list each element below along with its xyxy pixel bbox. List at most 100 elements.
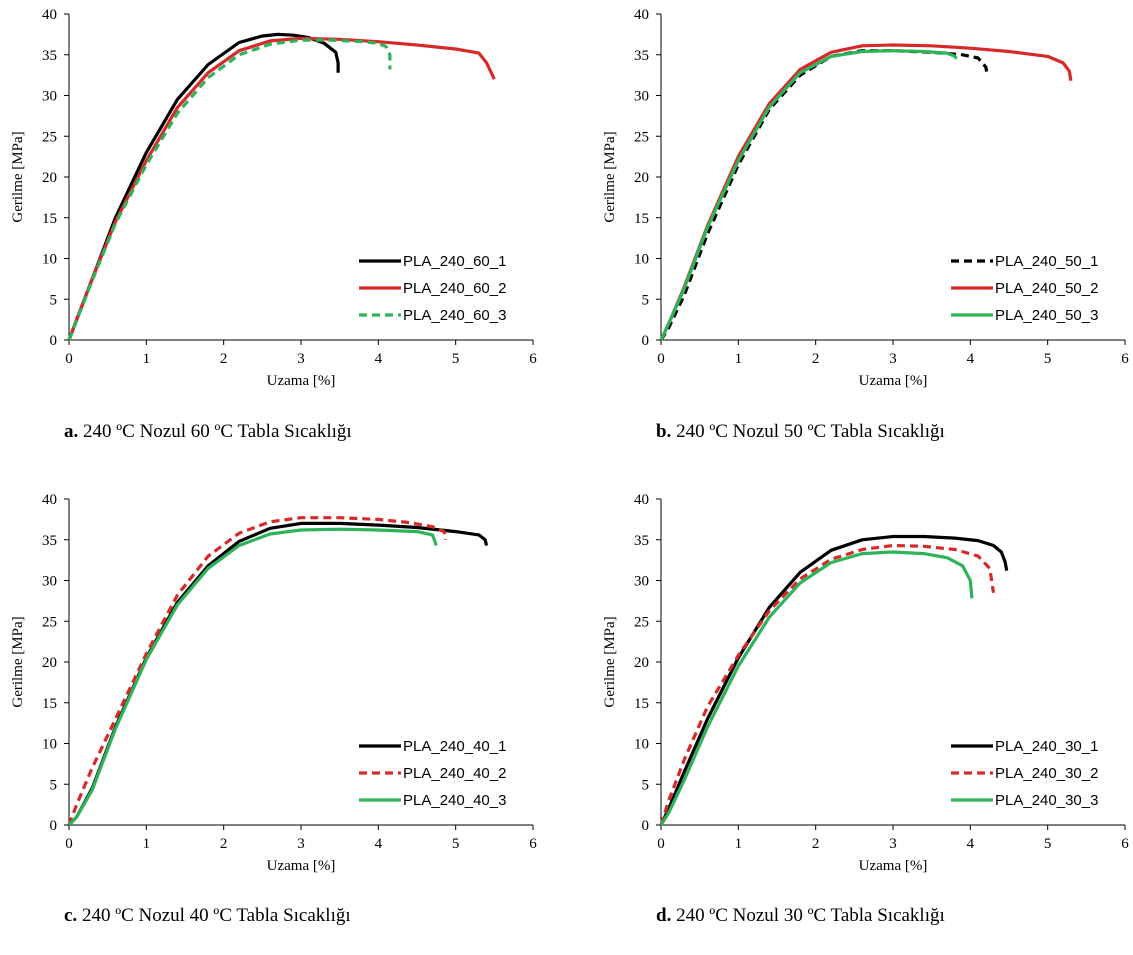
caption-text: 240 ºC Nozul 50 ºC Tabla Sıcaklığı (676, 421, 945, 442)
series-line (659, 543, 996, 826)
legend-label: PLA_240_30_3 (995, 792, 1098, 809)
y-tick-label: 25 (634, 129, 649, 145)
y-tick-label: 10 (42, 252, 57, 268)
series-line (659, 534, 1009, 826)
y-tick-label: 35 (42, 48, 57, 64)
y-tick-label: 0 (642, 818, 650, 834)
legend-label: PLA_240_50_3 (995, 307, 1098, 324)
y-tick-label: 10 (634, 737, 649, 753)
x-tick-label: 0 (657, 836, 665, 852)
series-line (67, 38, 392, 341)
caption-text: 240 ºC Nozul 60 ºC Tabla Sıcaklığı (83, 421, 352, 442)
y-tick-label: 30 (42, 574, 57, 590)
series-line (67, 516, 448, 826)
y-tick-label: 5 (642, 292, 650, 308)
y-tick-label: 25 (634, 614, 649, 630)
y-tick-label: 35 (634, 48, 649, 64)
y-tick-label: 20 (42, 655, 57, 671)
legend-label: PLA_240_40_3 (403, 792, 506, 809)
x-tick-label: 5 (452, 351, 460, 367)
x-tick-label: 6 (529, 351, 537, 367)
series-line (659, 49, 958, 341)
x-tick-label: 5 (1044, 836, 1052, 852)
x-tick-label: 1 (735, 351, 743, 367)
legend-label: PLA_240_50_2 (995, 280, 1098, 297)
y-tick-label: 5 (642, 777, 650, 793)
chart-b-svg: 0 5 10 15 20 25 30 35 40 0 1 2 3 4 5 6 Uzama [%] Gerilme … (602, 7, 1129, 389)
y-tick-label: 25 (42, 129, 57, 145)
y-tick-label: 40 (42, 492, 57, 508)
x-tick-label: 2 (812, 351, 820, 367)
legend-label: PLA_240_30_1 (995, 738, 1098, 755)
caption-label: b. (656, 421, 672, 442)
x-tick-label: 5 (452, 836, 460, 852)
caption-label: a. (64, 421, 79, 442)
y-tick-label: 40 (634, 7, 649, 23)
x-tick-label: 3 (889, 351, 897, 367)
y-tick-label: 15 (634, 696, 649, 712)
legend-label: PLA_240_40_1 (403, 738, 506, 755)
y-tick-label: 15 (634, 211, 649, 227)
y-tick-label: 30 (634, 89, 649, 105)
y-tick-label: 20 (634, 655, 649, 671)
x-tick-label: 3 (297, 836, 305, 852)
y-tick-label: 20 (634, 170, 649, 186)
x-axis-title: Uzama [%] (267, 373, 336, 389)
y-tick-label: 10 (42, 737, 57, 753)
x-tick-label: 4 (967, 836, 975, 852)
legend-label: PLA_240_50_1 (995, 253, 1098, 270)
y-axis-title: Gerilme [MPa] (602, 131, 618, 222)
chart-a-svg: 0 5 10 15 20 25 30 35 40 0 1 2 3 4 5 6 Uzama [%] Gerilme … (10, 7, 537, 389)
x-axis-title: Uzama [%] (859, 373, 928, 389)
chart-caption: b. 240 ºC Nozul 50 ºC Tabla Sıcaklığı (656, 421, 945, 443)
y-tick-label: 30 (634, 574, 649, 590)
y-tick-label: 10 (634, 252, 649, 268)
x-tick-label: 0 (65, 351, 73, 367)
x-tick-label: 3 (889, 836, 897, 852)
x-tick-label: 0 (657, 351, 665, 367)
x-tick-label: 4 (375, 351, 383, 367)
series-line (659, 550, 974, 826)
legend-label: PLA_240_30_2 (995, 765, 1098, 782)
y-tick-label: 0 (642, 333, 650, 349)
legend-label: PLA_240_40_2 (403, 765, 506, 782)
x-tick-label: 0 (65, 836, 73, 852)
x-tick-label: 4 (967, 351, 975, 367)
y-axis-title: Gerilme [MPa] (10, 616, 26, 707)
caption-text: 240 ºC Nozul 40 ºC Tabla Sıcaklığı (81, 905, 351, 926)
x-tick-label: 6 (529, 836, 537, 852)
chart-panel-c: 0 5 10 15 20 25 30 35 40 0 1 2 3 4 5 6 Uzama [%] Gerilme … (0, 485, 566, 955)
x-axis-title: Uzama [%] (859, 858, 928, 874)
y-tick-label: 40 (634, 492, 649, 508)
chart-c-svg: 0 5 10 15 20 25 30 35 40 0 1 2 3 4 5 6 Uzama [%] Gerilme … (10, 492, 537, 874)
x-tick-label: 6 (1121, 836, 1129, 852)
chart-d-svg: 0 5 10 15 20 25 30 35 40 0 1 2 3 4 5 6 Uzama [%] Gerilme … (602, 492, 1129, 874)
y-tick-label: 0 (50, 818, 58, 834)
y-tick-label: 5 (50, 777, 58, 793)
y-tick-label: 0 (50, 333, 58, 349)
x-tick-label: 1 (735, 836, 743, 852)
x-tick-label: 1 (143, 351, 151, 367)
y-tick-label: 25 (42, 614, 57, 630)
x-axis-title: Uzama [%] (267, 858, 336, 874)
x-tick-label: 2 (220, 351, 228, 367)
y-axis-title: Gerilme [MPa] (602, 616, 618, 707)
caption-label: c. (64, 905, 78, 926)
legend-label: PLA_240_60_2 (403, 280, 506, 297)
y-tick-label: 35 (42, 533, 57, 549)
legend-label: PLA_240_60_1 (403, 253, 506, 270)
x-tick-label: 1 (143, 836, 151, 852)
caption-label: d. (656, 905, 672, 926)
x-tick-label: 2 (220, 836, 228, 852)
y-tick-label: 40 (42, 7, 57, 23)
y-tick-label: 20 (42, 170, 57, 186)
x-tick-label: 4 (375, 836, 383, 852)
caption-text: 240 ºC Nozul 30 ºC Tabla Sıcaklığı (676, 905, 945, 926)
chart-panel-d: 0 5 10 15 20 25 30 35 40 0 1 2 3 4 5 6 Uzama [%] Gerilme … (592, 485, 1133, 955)
legend-label: PLA_240_60_3 (403, 307, 506, 324)
chart-caption: c. 240 ºC Nozul 40 ºC Tabla Sıcaklığı (64, 905, 351, 927)
series-line (659, 49, 989, 341)
x-tick-label: 6 (1121, 351, 1129, 367)
x-tick-label: 3 (297, 351, 305, 367)
y-tick-label: 15 (42, 211, 57, 227)
